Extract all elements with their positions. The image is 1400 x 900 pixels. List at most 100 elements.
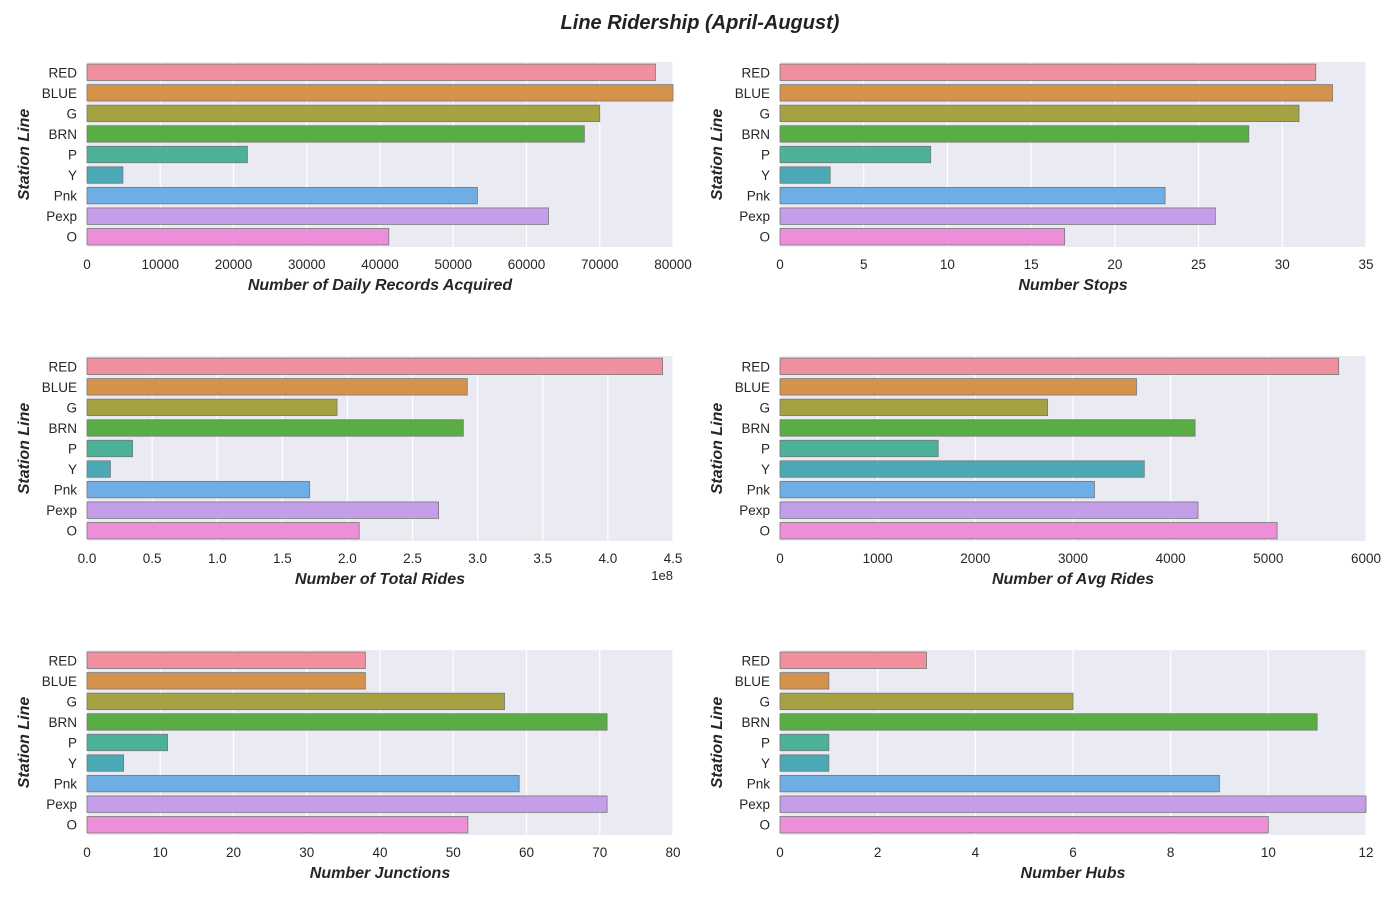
bar-g <box>779 104 1300 123</box>
bar-red <box>779 357 1340 375</box>
bar-blue <box>86 378 468 396</box>
x-tick-label: 50 <box>446 845 461 860</box>
bar-o <box>779 228 1066 246</box>
y-tick-label: P <box>68 736 77 751</box>
x-tick-label: 0.5 <box>143 551 162 566</box>
bar-pnk <box>779 480 1095 499</box>
y-tick-label: RED <box>48 653 77 668</box>
x-tick-label: 2.0 <box>338 551 357 566</box>
y-tick-label: G <box>66 694 77 709</box>
x-tick-label: 80000 <box>654 257 692 272</box>
x-tick-label: 4 <box>972 845 980 860</box>
bar-blue <box>86 672 366 690</box>
y-tick-label: BRN <box>741 127 770 142</box>
x-tick-label: 3.0 <box>468 551 487 566</box>
y-tick-label: Pexp <box>739 503 770 518</box>
y-tick-label: Pexp <box>739 797 770 812</box>
x-axis-label: Number Stops <box>1018 277 1127 294</box>
bar-pnk <box>779 186 1166 205</box>
bar-red <box>86 651 366 669</box>
y-tick-label: Pnk <box>747 777 771 792</box>
x-tick-label: 0 <box>776 257 784 272</box>
x-tick-label: 80 <box>665 845 680 860</box>
y-tick-label: P <box>68 442 77 457</box>
y-tick-label: Y <box>68 756 77 771</box>
y-tick-label: Pnk <box>747 483 771 498</box>
y-axis-label: Station Line <box>709 109 726 201</box>
chart-panel-4: RED BLUE G BRN PY Pnk Pexp O0 1000 2000 3000 4000 50… <box>709 356 1381 588</box>
chart-panel-3: RED BLUE G BRN PY Pnk Pexp O0.0 0.5 1.0 1.5 2.0 2.5 3… <box>16 356 682 588</box>
bar-blue <box>86 84 674 102</box>
x-tick-label: 8 <box>1167 845 1175 860</box>
x-tick-label: 10 <box>1261 845 1276 860</box>
bar-o <box>779 522 1278 540</box>
x-tick-label: 20000 <box>215 257 253 272</box>
bar-pexp <box>779 501 1199 519</box>
y-tick-label: O <box>66 818 77 833</box>
y-tick-label: Y <box>68 462 77 477</box>
bar-o <box>86 228 390 246</box>
x-tick-label: 60000 <box>508 257 546 272</box>
bar-g <box>86 398 338 417</box>
bar-o <box>779 816 1269 834</box>
bar-y <box>86 166 124 184</box>
y-tick-label: G <box>759 106 770 121</box>
x-tick-label: 4000 <box>1156 551 1186 566</box>
bar-red <box>779 63 1317 81</box>
y-tick-label: BRN <box>741 421 770 436</box>
x-tick-label: 3000 <box>1058 551 1088 566</box>
y-tick-label: BLUE <box>42 86 77 101</box>
x-tick-label: 2.5 <box>403 551 422 566</box>
bar-g <box>779 692 1074 711</box>
y-tick-label: P <box>761 736 770 751</box>
bar-brn <box>86 419 464 437</box>
x-tick-label: 0 <box>776 551 784 566</box>
x-axis-label: Number of Daily Records Acquired <box>248 277 514 294</box>
x-tick-label: 20 <box>226 845 241 860</box>
axis-offset-text: 1e8 <box>651 568 673 583</box>
x-tick-label: 30000 <box>288 257 326 272</box>
x-tick-label: 5000 <box>1253 551 1283 566</box>
bar-pexp <box>86 795 608 813</box>
chart-title: Line Ridership (April-August) <box>560 12 840 34</box>
x-tick-label: 40 <box>372 845 387 860</box>
bar-g <box>779 398 1049 417</box>
x-tick-label: 0 <box>776 845 784 860</box>
y-tick-label: Pexp <box>46 209 77 224</box>
y-axis-label: Station Line <box>16 697 33 789</box>
x-tick-label: 1.5 <box>273 551 292 566</box>
y-tick-label: G <box>759 694 770 709</box>
x-axis-label: Number of Total Rides <box>295 571 465 588</box>
y-tick-label: BLUE <box>735 674 770 689</box>
bar-blue <box>779 672 830 690</box>
bar-y <box>86 460 111 478</box>
y-tick-label: P <box>761 148 770 163</box>
y-tick-label: RED <box>48 359 77 374</box>
y-tick-label: Pexp <box>46 503 77 518</box>
x-tick-label: 0 <box>83 257 91 272</box>
y-tick-label: Y <box>761 168 770 183</box>
x-tick-label: 2 <box>874 845 882 860</box>
x-axis-label: Number Junctions <box>310 865 451 882</box>
x-axis-label: Number Hubs <box>1021 865 1126 882</box>
bar-p <box>86 733 168 752</box>
bar-pexp <box>86 207 549 225</box>
bar-pnk <box>86 774 520 793</box>
chart-panel-2: RED BLUE G BRN PY Pnk Pexp O0 5 10 15 20 25 30 35 Numbe… <box>709 62 1374 294</box>
y-tick-label: RED <box>48 65 77 80</box>
chart-panel-1: RED BLUE G BRN PY Pnk Pexp O0 10000 20000 30000 400… <box>16 62 692 294</box>
bar-blue <box>779 378 1137 396</box>
bar-y <box>779 460 1145 478</box>
x-tick-label: 5 <box>860 257 868 272</box>
x-tick-label: 10 <box>940 257 955 272</box>
bar-y <box>86 754 125 772</box>
y-tick-label: BLUE <box>735 380 770 395</box>
bar-p <box>779 439 939 458</box>
bar-o <box>86 522 360 540</box>
x-tick-label: 30 <box>299 845 314 860</box>
bar-red <box>86 63 656 81</box>
bar-pexp <box>779 795 1367 813</box>
y-axis-label: Station Line <box>16 109 33 201</box>
x-tick-label: 35 <box>1358 257 1373 272</box>
y-tick-label: Pnk <box>54 483 78 498</box>
